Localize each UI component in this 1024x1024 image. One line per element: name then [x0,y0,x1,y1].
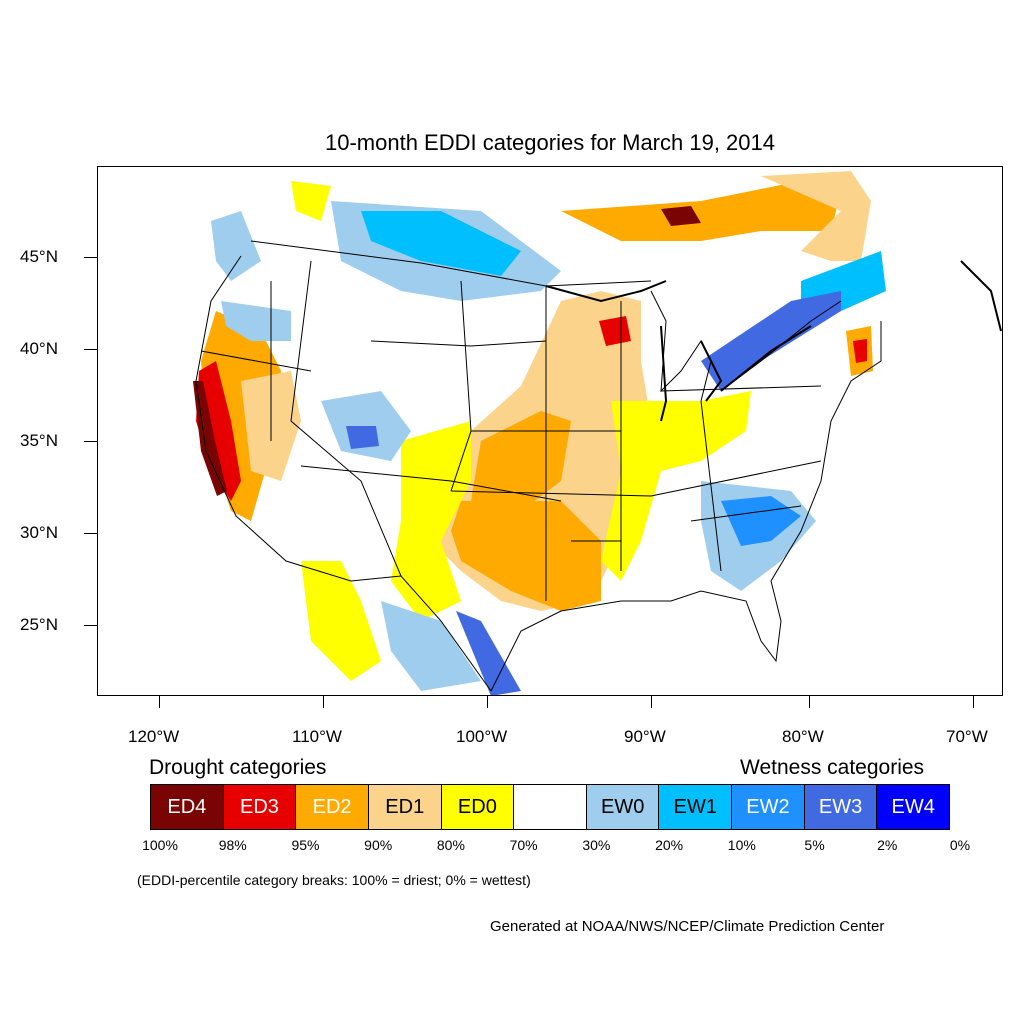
region-ed3-california [196,361,241,501]
legend-break-label: 80% [436,837,465,853]
legend-break-label: 70% [509,837,538,853]
legend-break-label: 90% [364,837,393,853]
x-tick [487,696,488,708]
legend-break-label: 30% [582,837,611,853]
legend-box-ew4: EW4 [877,785,950,829]
x-tick [809,696,810,708]
region-ew0-gulf [381,601,481,691]
boundaries [195,240,882,692]
legend-box-ed2: ED2 [296,785,369,829]
legend-box-ew2: EW2 [732,785,805,829]
legend-break-label: 10% [727,837,756,853]
region-ew3-rockies [346,426,379,449]
region-ew3-texas-coast [456,611,521,695]
region-ed2-texas [451,501,601,611]
y-axis-label-45n: 45°N [20,247,58,266]
legend-break-label: 2% [877,837,898,853]
legend-box-ed1: ED1 [368,785,442,829]
y-tick [84,349,97,350]
x-tick [651,696,652,708]
legend-box-ew0: EW0 [586,785,660,829]
y-axis-label-30n: 30°N [20,523,58,542]
y-tick [84,625,97,626]
region-ed0-north [291,181,331,221]
region-ew0-northwest [211,211,261,281]
region-ew3-great-lakes [701,291,841,391]
map-panel [97,166,1003,696]
region-ed1-northeast [761,171,871,261]
drought-categories-heading: Drought categories [149,756,327,779]
x-tick [323,696,324,708]
y-tick [84,441,97,442]
wetness-categories-heading: Wetness categories [740,756,925,779]
legend-box-ed4: ED4 [151,785,224,829]
legend-color-bar: ED4 ED3 ED2 ED1 ED0 EW0 EW1 EW2 EW3 EW4 [150,784,950,830]
x-axis-label-90w: 90°W [624,727,666,746]
region-ed4-california-coast [193,381,227,496]
legend-box-ed0: ED0 [441,785,515,829]
legend-break-label: 5% [804,837,825,853]
region-ed0-south [301,561,381,681]
y-tick [84,533,97,534]
region-ew0-pacific-nw [221,301,291,341]
legend-break-label: 98% [218,837,247,853]
x-axis-label-80w: 80°W [782,727,824,746]
legend-box-ew1: EW1 [659,785,733,829]
x-axis-label-100w: 100°W [456,727,508,746]
region-ed4-michigan [661,206,701,226]
credit-line: Generated at NOAA/NWS/NCEP/Climate Predi… [490,918,885,935]
legend-break-label: 20% [655,837,684,853]
region-ed2-northeast [561,181,841,241]
x-tick [973,696,974,708]
y-axis-label-35n: 35°N [20,431,58,450]
legend-box-ew3: EW3 [804,785,878,829]
region-ew1-north-plains [361,211,521,276]
category-breaks-note: (EDDI-percentile category breaks: 100% =… [137,872,531,888]
region-ed3-new-england [853,339,867,363]
x-axis-label-110w: 110°W [292,727,342,746]
legend-break-label: 100% [142,837,178,853]
y-axis-label-25n: 25°N [20,615,58,634]
y-axis-label-40n: 40°N [20,339,58,358]
legend-box-ed3: ED3 [223,785,297,829]
region-ed0-midwest [601,391,751,581]
region-ed3-wisconsin [599,316,631,346]
legend-box-neutral [514,785,587,829]
y-tick [84,257,97,258]
x-axis-label-70w: 70°W [946,727,988,746]
map-title: 10-month EDDI categories for March 19, 2… [324,130,775,155]
x-tick [159,696,160,708]
x-axis-label-120w: 120°W [128,727,180,746]
legend-break-label: 0% [949,837,971,853]
eddi-map [193,171,1002,695]
legend-break-label: 95% [291,837,320,853]
coastlines [545,260,1002,422]
region-ed0-plains [391,421,471,621]
